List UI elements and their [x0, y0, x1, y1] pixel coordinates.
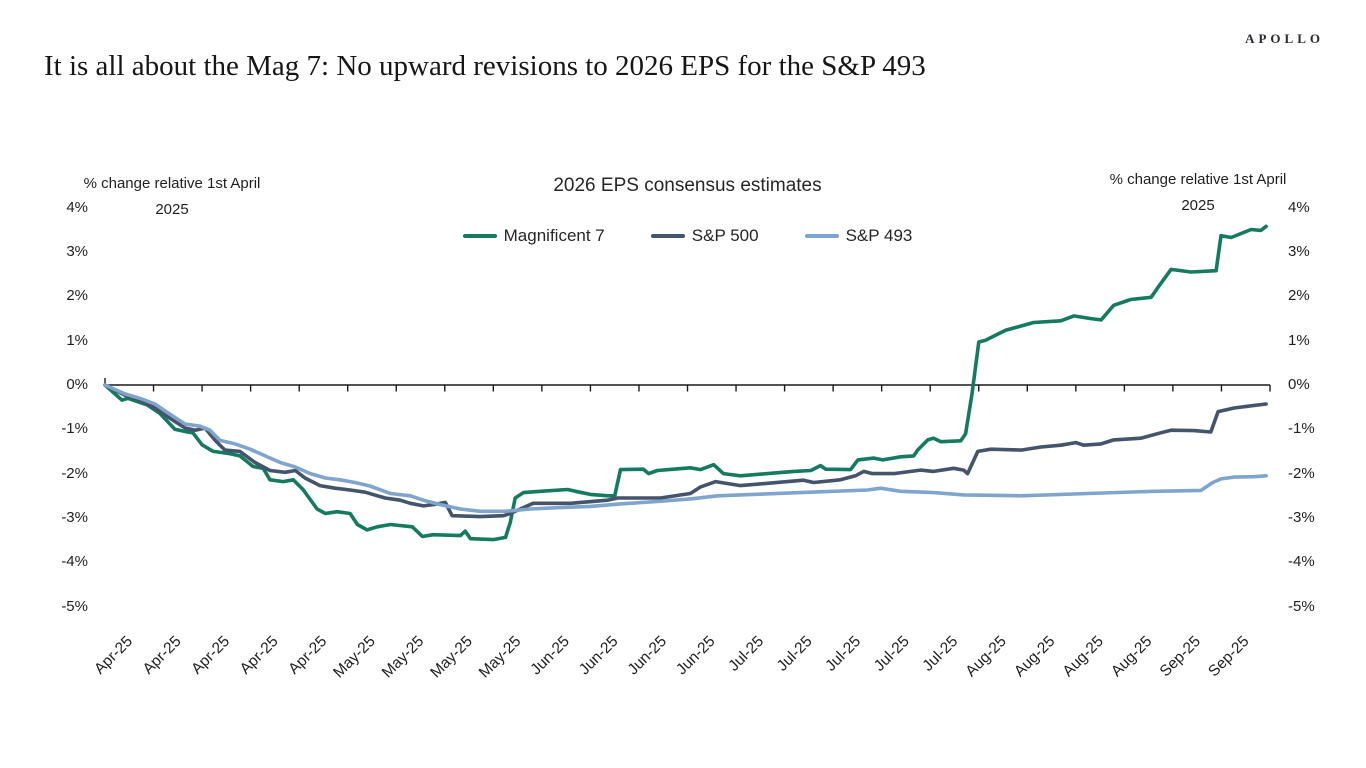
y-axis-label: 2%: [66, 287, 88, 305]
x-axis-label: Sep-25: [1157, 633, 1204, 680]
x-axis-label: Aug-25: [1060, 633, 1107, 680]
y-axis-label: -1%: [61, 420, 88, 438]
y-axis-label: 4%: [66, 198, 88, 216]
right-axis-annotation-line1: % change relative 1st April: [1109, 171, 1287, 188]
y-axis-label: 1%: [66, 331, 88, 349]
x-axis-label: May-25: [379, 633, 428, 682]
y-axis-label: 2%: [1288, 287, 1310, 305]
x-axis-label: Sep-25: [1205, 633, 1252, 680]
x-axis-label: Jun-25: [576, 633, 622, 679]
x-axis-label: Jul-25: [725, 633, 767, 675]
x-axis-label: Jul-25: [919, 633, 961, 675]
x-axis-label: May-25: [427, 633, 476, 682]
y-axis-label: -2%: [61, 464, 88, 482]
x-axis-label: Jul-25: [774, 633, 816, 675]
y-axis-label: -5%: [1288, 597, 1315, 615]
y-axis-label: -2%: [1288, 464, 1315, 482]
legend-label: S&P 500: [691, 226, 759, 245]
y-axis-label: 0%: [66, 376, 88, 393]
left-axis-annotation: % change relative 1st April 2025: [52, 171, 292, 223]
x-axis-label: Apr-25: [188, 633, 233, 678]
left-axis-annotation-line2: 2025: [155, 201, 189, 218]
x-axis-label: Jun-25: [625, 633, 671, 679]
x-axis-label: Jul-25: [871, 633, 913, 675]
right-axis-annotation: % change relative 1st April 2025: [1078, 167, 1318, 219]
x-axis-label: May-25: [476, 633, 525, 682]
x-axis-label: Aug-25: [1011, 633, 1058, 680]
y-axis-label: 4%: [1288, 198, 1310, 216]
y-axis-label: -4%: [1288, 553, 1315, 571]
y-axis-label: 0%: [1288, 376, 1310, 393]
right-axis-annotation-line2: 2025: [1181, 197, 1215, 214]
y-axis-label: 3%: [1288, 243, 1310, 261]
legend-label: S&P 493: [845, 226, 913, 245]
y-axis-label: -3%: [1288, 508, 1315, 526]
series-line-s-p-500: [103, 383, 1268, 519]
x-axis-label: Apr-25: [285, 633, 330, 678]
x-axis-label: Aug-25: [1108, 633, 1155, 680]
x-axis-label: Apr-25: [140, 633, 185, 678]
legend: Magnificent 7 S&P 500 S&P 493: [105, 226, 1270, 246]
x-axis-label: Jun-25: [527, 633, 573, 679]
x-axis-label: Jul-25: [822, 633, 864, 675]
legend-swatch: [804, 234, 839, 238]
y-axis-label: -1%: [1288, 420, 1315, 438]
x-axis-label: Apr-25: [237, 633, 282, 678]
x-axis-label: Jun-25: [673, 633, 719, 679]
left-axis-annotation-line1: % change relative 1st April: [83, 175, 261, 192]
x-axis-label: May-25: [330, 633, 379, 682]
series-line-s-p-493: [103, 383, 1268, 514]
y-axis-label: -5%: [61, 597, 88, 615]
legend-swatch: [650, 234, 685, 238]
apollo-logo: APOLLO: [1245, 31, 1324, 46]
legend-swatch: [462, 234, 497, 238]
y-axis-label: 1%: [1288, 331, 1310, 349]
page-title: It is all about the Mag 7: No upward rev…: [44, 50, 926, 82]
x-axis-label: Apr-25: [91, 633, 136, 678]
legend-item: S&P 500: [650, 226, 759, 246]
legend-item: S&P 493: [804, 226, 913, 246]
series-line-magnificent-7: [103, 224, 1268, 542]
legend-label: Magnificent 7: [503, 226, 605, 245]
legend-item: Magnificent 7: [462, 226, 605, 246]
y-axis-label: -4%: [61, 553, 88, 571]
y-axis-label: 3%: [66, 243, 88, 261]
chart-title: 2026 EPS consensus estimates: [553, 175, 822, 196]
y-axis-label: -3%: [61, 508, 88, 526]
x-axis-label: Aug-25: [962, 633, 1009, 680]
